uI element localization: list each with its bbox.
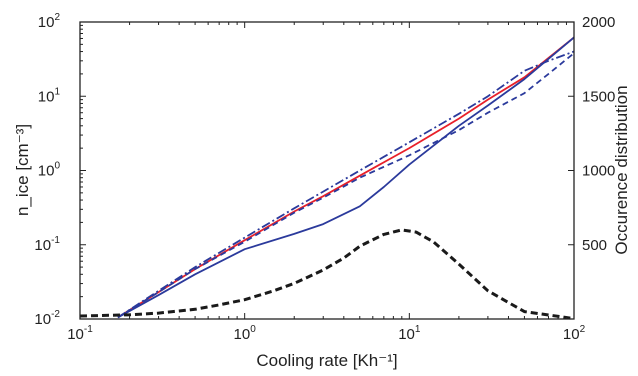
y-right-tick-label: 1500 [582,88,615,105]
y-right-tick-label: 1000 [582,163,615,180]
y-right-tick-label: 500 [582,237,607,254]
series-line-5 [79,228,575,321]
y-tick-label: 10-1 [34,235,60,254]
series-line-3 [117,52,575,319]
x-tick-label: 10-1 [67,324,93,343]
x-tick-label: 102 [563,324,586,343]
tick-layer: 10-1 100 101 102 10-2 10-1 100 101 102 500 1000 150… [34,12,615,343]
plot-area [80,22,574,319]
x-tick-label: 100 [234,324,257,343]
series-line-2 [117,36,575,319]
series-line-4 [117,50,575,319]
y-tick-label: 10-2 [34,309,60,328]
y-tick-label: 101 [38,86,61,105]
x-tick-label: 101 [398,324,421,343]
series-layer [79,36,575,321]
x-axis-label: Cooling rate [Kh⁻¹] [256,351,397,370]
y-axis-label: n_ice [cm⁻³] [13,124,32,216]
y-tick-label: 102 [38,12,61,31]
y-axis-right-label: Occurence distribution [612,85,631,254]
y-right-tick-label: 2000 [582,14,615,31]
y-tick-label: 100 [38,161,61,180]
